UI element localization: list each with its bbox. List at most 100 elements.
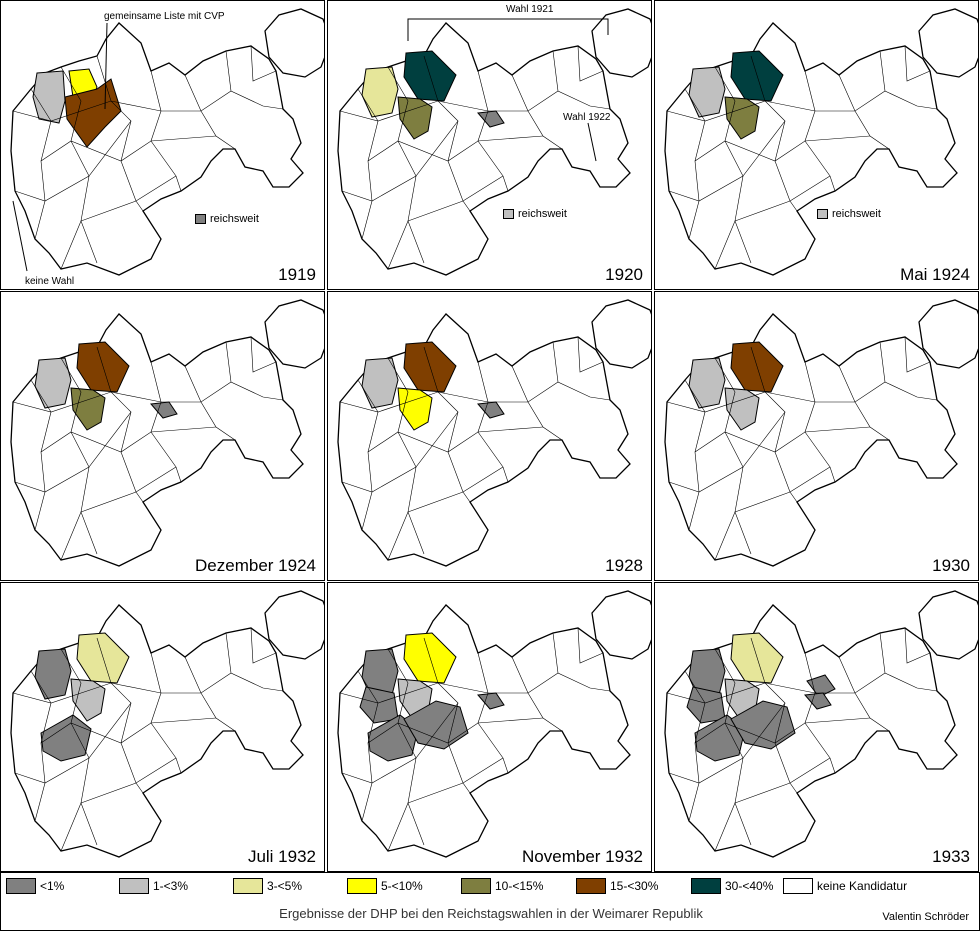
- district-border: [423, 637, 471, 794]
- region-magdeburg: [150, 401, 178, 419]
- election-label: Dezember 1924: [195, 556, 316, 575]
- district-border: [879, 632, 938, 692]
- region-magdeburg: [804, 692, 832, 710]
- germany-map: [664, 8, 978, 276]
- district-border: [694, 717, 871, 744]
- district-border: [96, 346, 144, 503]
- district-border: [387, 648, 425, 846]
- district-border: [407, 175, 504, 222]
- reichsweit-indicator: reichsweit: [195, 213, 259, 225]
- district-border: [879, 50, 938, 110]
- legend-label: 5-<10%: [381, 879, 423, 893]
- map-panel: reichsweitDezember 1924: [0, 291, 325, 581]
- region-westfalen-s: [359, 686, 399, 724]
- district-border: [387, 66, 425, 264]
- district-border: [12, 672, 232, 704]
- district-border: [341, 702, 459, 784]
- district-border: [714, 66, 752, 264]
- district-border: [339, 381, 559, 413]
- district-border: [387, 220, 409, 270]
- legend-item: <1%: [6, 878, 64, 894]
- district-border: [250, 336, 277, 373]
- district-border: [250, 627, 277, 664]
- legend-swatch: [576, 878, 606, 894]
- note-leader-line: [12, 200, 28, 272]
- district-border: [407, 466, 504, 513]
- district-border: [552, 50, 611, 110]
- map-panel: reichsweit1933: [654, 582, 979, 872]
- legend-item: 3-<5%: [233, 878, 302, 894]
- district-border: [714, 511, 736, 561]
- election-label: Juli 1932: [247, 847, 316, 866]
- district-border: [80, 175, 177, 222]
- reichsweit-swatch: [503, 209, 514, 219]
- region-thueringen: [403, 700, 469, 750]
- germany-map: [664, 299, 978, 567]
- note-leader-line: [407, 18, 609, 41]
- district-border: [423, 346, 471, 503]
- district-border: [407, 757, 504, 804]
- district-border: [367, 135, 544, 162]
- map-annotation: gemeinsame Liste mit CVP: [104, 11, 225, 22]
- region-magdeburg: [477, 110, 505, 128]
- district-border: [734, 757, 831, 804]
- map-panel: reichsweit gemeinsame Liste mit CVP keine …: [0, 0, 325, 290]
- author-credit: Valentin Schröder: [882, 911, 969, 923]
- district-border: [14, 702, 132, 784]
- election-label: November 1932: [522, 847, 643, 866]
- district-border: [12, 90, 232, 122]
- election-label: 1919: [278, 265, 316, 284]
- legend-label: <1%: [40, 879, 65, 893]
- legend-item: 1-<3%: [119, 878, 188, 894]
- election-label: 1930: [932, 556, 970, 575]
- district-border: [60, 511, 82, 561]
- district-border: [250, 45, 277, 82]
- district-border: [60, 220, 82, 270]
- district-border: [714, 220, 736, 270]
- reichsweit-label: reichsweit: [518, 208, 567, 220]
- map-annotation: keine Wahl: [25, 276, 75, 287]
- reichsweit-indicator: reichsweit: [817, 208, 881, 220]
- map-annotation: Wahl 1922: [563, 112, 611, 123]
- map-panel: reichsweitNovember 1932: [327, 582, 652, 872]
- east-prussia-outline: [918, 8, 978, 78]
- election-label: Mai 1924: [900, 265, 970, 284]
- east-prussia-outline: [918, 590, 978, 660]
- district-border: [387, 802, 409, 852]
- legend-swatch: [691, 878, 721, 894]
- district-border: [838, 656, 890, 732]
- district-border: [341, 411, 459, 493]
- district-border: [184, 74, 236, 150]
- east-prussia-outline: [918, 299, 978, 369]
- district-border: [184, 656, 236, 732]
- east-prussia-outline: [591, 590, 651, 660]
- district-border: [60, 357, 98, 555]
- district-border: [666, 672, 886, 704]
- election-label: 1933: [932, 847, 970, 866]
- district-border: [387, 357, 425, 555]
- district-border: [668, 411, 786, 493]
- district-border: [577, 45, 604, 82]
- district-border: [511, 74, 563, 150]
- legend-swatch: [6, 878, 36, 894]
- caption: Ergebnisse der DHP bei den Reichstagswah…: [279, 906, 703, 921]
- district-border: [387, 511, 409, 561]
- legend-swatch: [347, 878, 377, 894]
- reichsweit-swatch: [817, 209, 828, 219]
- district-border: [184, 365, 236, 441]
- district-border: [734, 466, 831, 513]
- district-border: [838, 365, 890, 441]
- map-panel: reichsweit Mai 1924: [654, 0, 979, 290]
- district-border: [904, 45, 931, 82]
- map-grid: reichsweit gemeinsame Liste mit CVP keine …: [0, 0, 979, 872]
- district-border: [552, 632, 611, 692]
- district-border: [734, 175, 831, 222]
- district-border: [668, 120, 786, 202]
- map-panel: reichsweit1928: [327, 291, 652, 581]
- region-thueringen: [730, 700, 796, 750]
- district-border: [96, 637, 144, 794]
- district-border: [750, 346, 798, 503]
- legend-item: keine Kandidatur: [783, 878, 907, 894]
- district-border: [904, 627, 931, 664]
- district-border: [60, 648, 98, 846]
